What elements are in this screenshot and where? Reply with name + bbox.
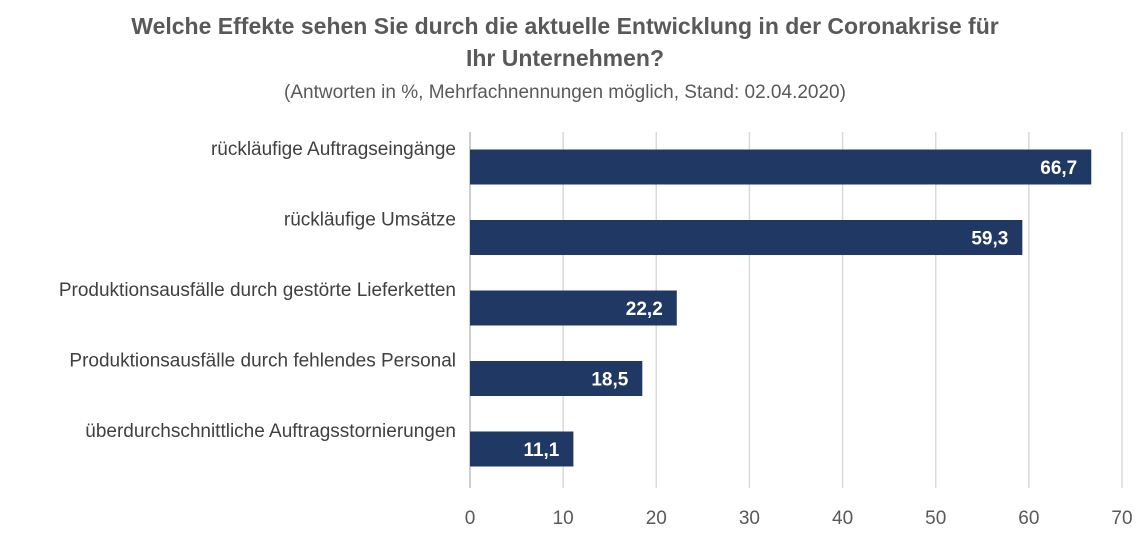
x-tick-label: 70 (1111, 508, 1132, 529)
category-label: Produktionsausfälle durch fehlendes Pers… (69, 351, 456, 372)
category-label: rückläufige Umsätze (284, 210, 456, 231)
category-label: überdurchschnittliche Auftragsstornierun… (85, 421, 456, 442)
x-axis-tick-labels: 0 10 20 30 40 50 60 70 (465, 508, 1133, 529)
bar (470, 431, 574, 467)
x-tick-label: 30 (739, 508, 760, 529)
category-label: rückläufige Auftragseingänge (211, 139, 456, 160)
x-tick-label: 20 (646, 508, 667, 529)
value-label: 18,5 (591, 370, 628, 391)
chart-subtitle: (Antworten in %, Mehrfachnennungen mögli… (284, 82, 846, 103)
value-label: 59,3 (971, 229, 1008, 250)
category-label: Produktionsausfälle durch gestörte Liefe… (59, 280, 456, 301)
bar (470, 361, 643, 396)
x-tick-label: 40 (832, 508, 853, 529)
x-tick-label: 0 (465, 508, 476, 529)
x-tick-label: 50 (925, 508, 946, 529)
x-tick-label: 60 (1018, 508, 1039, 529)
bar (470, 149, 1092, 185)
bar (470, 290, 677, 326)
bar (470, 220, 1023, 255)
value-labels: 66,7 59,3 22,2 18,5 11,1 (523, 158, 1077, 461)
x-tick-label: 10 (553, 508, 574, 529)
value-label: 66,7 (1040, 158, 1077, 179)
value-label: 22,2 (626, 299, 663, 320)
chart-title-line-2: Ihr Unternehmen? (466, 45, 664, 71)
bars (470, 149, 1092, 467)
chart-title-line-1: Welche Effekte sehen Sie durch die aktue… (131, 13, 998, 39)
value-label: 11,1 (523, 440, 559, 461)
category-labels: rückläufige Auftragseingänge rückläufige … (59, 139, 456, 442)
chart-title-group: Welche Effekte sehen Sie durch die aktue… (131, 13, 998, 103)
